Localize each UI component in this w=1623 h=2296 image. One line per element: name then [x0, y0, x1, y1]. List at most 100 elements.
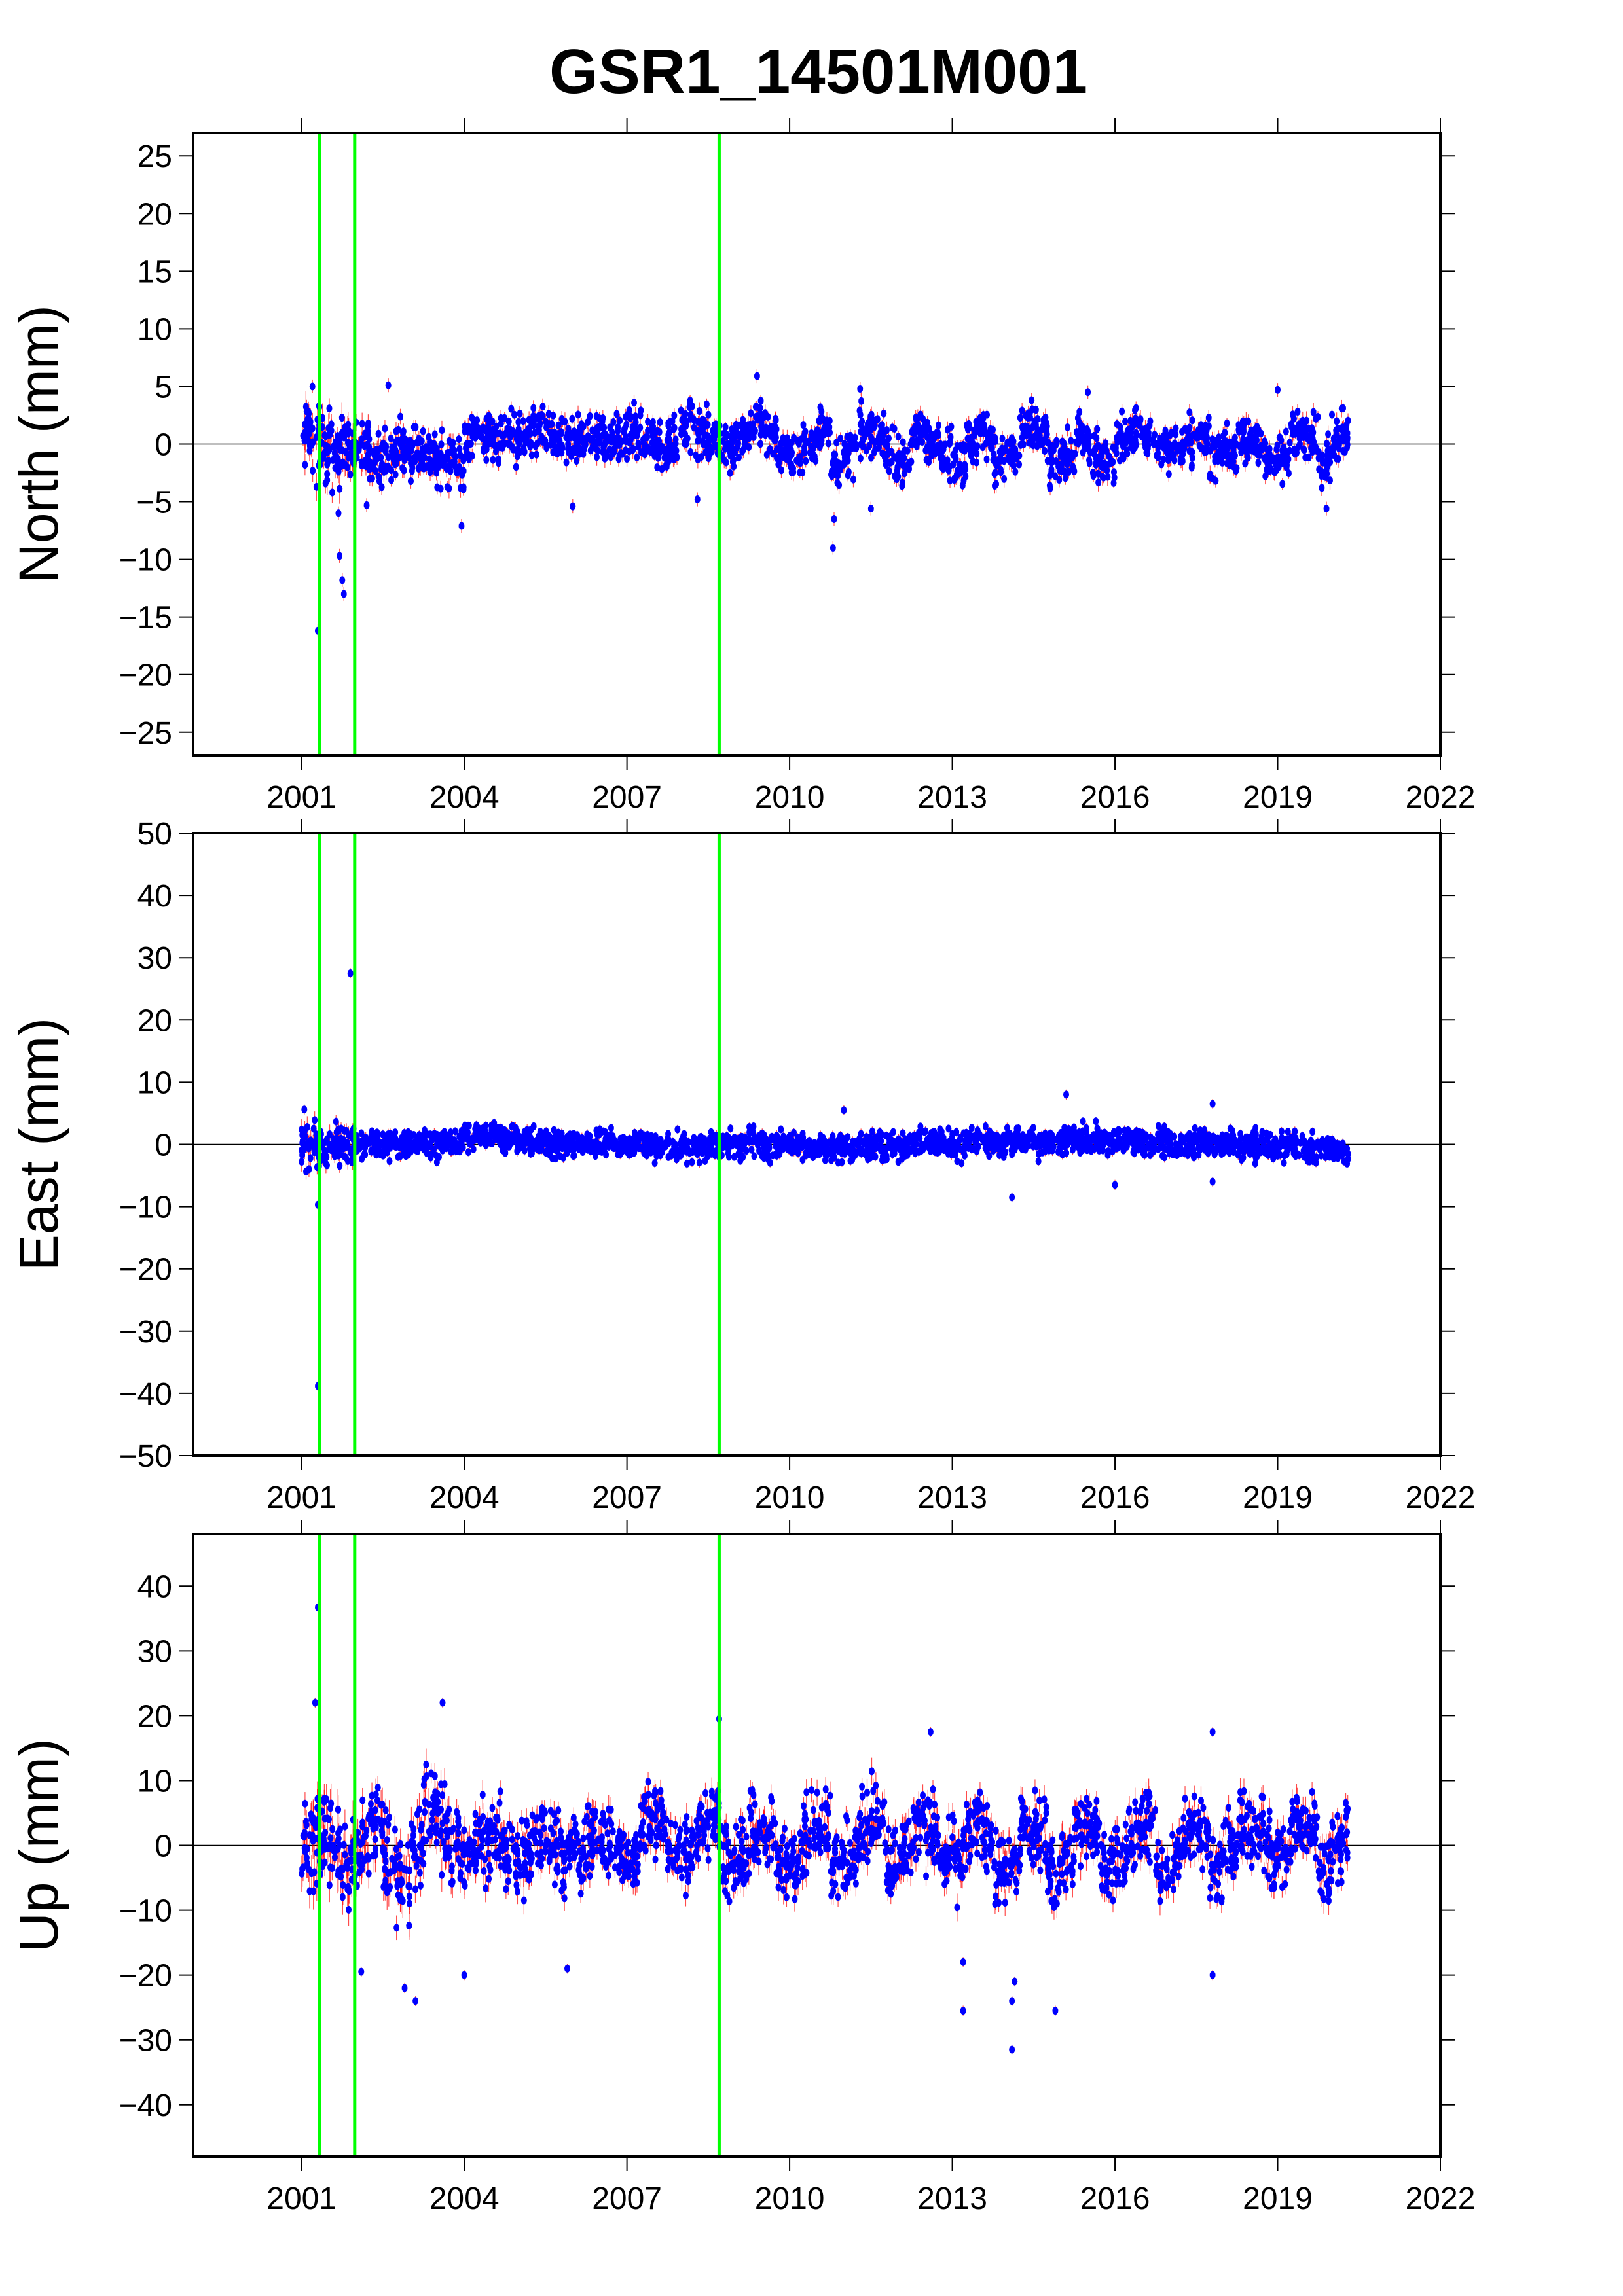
- data-point: [1163, 448, 1170, 456]
- data-point: [1245, 417, 1252, 425]
- data-point: [469, 452, 475, 460]
- data-point: [802, 427, 809, 436]
- data-point: [725, 444, 731, 452]
- data-point: [831, 514, 837, 523]
- data-point: [337, 552, 343, 560]
- data-point: [824, 426, 831, 435]
- data-point: [936, 448, 942, 456]
- data-point: [906, 460, 913, 469]
- data-point: [1059, 437, 1065, 446]
- data-point: [528, 451, 535, 459]
- data-point: [757, 397, 764, 405]
- data-point: [899, 482, 905, 490]
- data-point: [1070, 462, 1076, 471]
- data-point: [570, 502, 576, 511]
- data-point: [928, 430, 935, 439]
- data-point: [968, 433, 975, 442]
- data-point: [415, 465, 422, 473]
- data-point: [1085, 388, 1091, 397]
- data-point: [1275, 463, 1281, 471]
- data-point: [1155, 442, 1161, 451]
- data-point: [884, 442, 890, 451]
- data-point: [509, 442, 515, 451]
- y-tick-label: −5: [136, 486, 172, 520]
- data-point: [1212, 442, 1218, 451]
- data-point: [735, 439, 742, 448]
- data-point: [410, 440, 416, 448]
- data-point: [329, 488, 335, 497]
- data-point: [1237, 442, 1243, 451]
- data-point: [831, 468, 837, 476]
- data-point: [727, 452, 734, 460]
- data-point: [1313, 414, 1319, 423]
- data-point: [589, 442, 596, 451]
- data-point: [490, 456, 496, 464]
- data-point: [1328, 410, 1335, 419]
- data-point: [388, 452, 394, 460]
- data-point: [555, 421, 562, 429]
- data-point: [646, 446, 653, 455]
- data-point: [1145, 423, 1152, 431]
- data-point: [994, 459, 1000, 467]
- data-point: [1158, 460, 1165, 469]
- data-point: [1217, 440, 1224, 448]
- data-point: [1085, 429, 1091, 437]
- data-point: [371, 451, 378, 459]
- data-point: [1093, 460, 1099, 469]
- data-point: [698, 452, 704, 461]
- data-point: [1047, 471, 1053, 480]
- data-point: [385, 381, 392, 389]
- data-point: [496, 459, 502, 467]
- data-point: [556, 437, 562, 445]
- data-point: [1179, 456, 1186, 464]
- data-point: [925, 455, 932, 463]
- data-point: [611, 435, 617, 443]
- data-point: [584, 434, 591, 442]
- data-point: [1274, 441, 1281, 450]
- data-point: [1275, 386, 1281, 394]
- x-tick-label: 2007: [592, 780, 662, 815]
- data-point: [781, 453, 788, 461]
- data-point: [388, 434, 394, 442]
- data-point: [1104, 473, 1111, 481]
- x-tick-label: 2010: [755, 780, 825, 815]
- data-point: [1154, 452, 1160, 460]
- data-point: [1286, 439, 1293, 447]
- data-point: [712, 442, 718, 451]
- data-point: [754, 413, 760, 422]
- data-point: [1065, 423, 1071, 431]
- data-point: [1188, 461, 1195, 469]
- plot-area: [193, 833, 1440, 1456]
- data-point: [307, 425, 314, 434]
- data-point: [602, 430, 608, 439]
- data-point: [825, 439, 831, 448]
- data-point: [580, 450, 587, 458]
- data-point: [1205, 414, 1212, 422]
- data-point: [1285, 469, 1292, 478]
- data-point: [762, 409, 769, 418]
- data-point: [818, 408, 825, 416]
- data-point: [773, 416, 779, 424]
- data-point: [579, 434, 585, 442]
- data-point: [733, 420, 739, 429]
- data-point: [371, 458, 378, 467]
- data-point: [599, 416, 606, 425]
- data-point: [462, 423, 469, 432]
- data-point: [687, 448, 694, 456]
- data-point: [1118, 432, 1124, 440]
- data-point: [1242, 459, 1249, 468]
- data-point: [701, 423, 708, 431]
- data-point: [1032, 406, 1039, 414]
- data-point: [436, 456, 443, 465]
- data-point: [325, 457, 332, 465]
- data-point: [1290, 429, 1296, 438]
- data-point: [1334, 417, 1340, 425]
- data-point: [1286, 446, 1293, 455]
- data-point: [1296, 420, 1302, 429]
- data-point: [574, 437, 581, 446]
- data-point: [913, 415, 919, 423]
- data-point: [301, 437, 308, 445]
- data-point: [306, 446, 313, 455]
- data-point: [973, 458, 979, 467]
